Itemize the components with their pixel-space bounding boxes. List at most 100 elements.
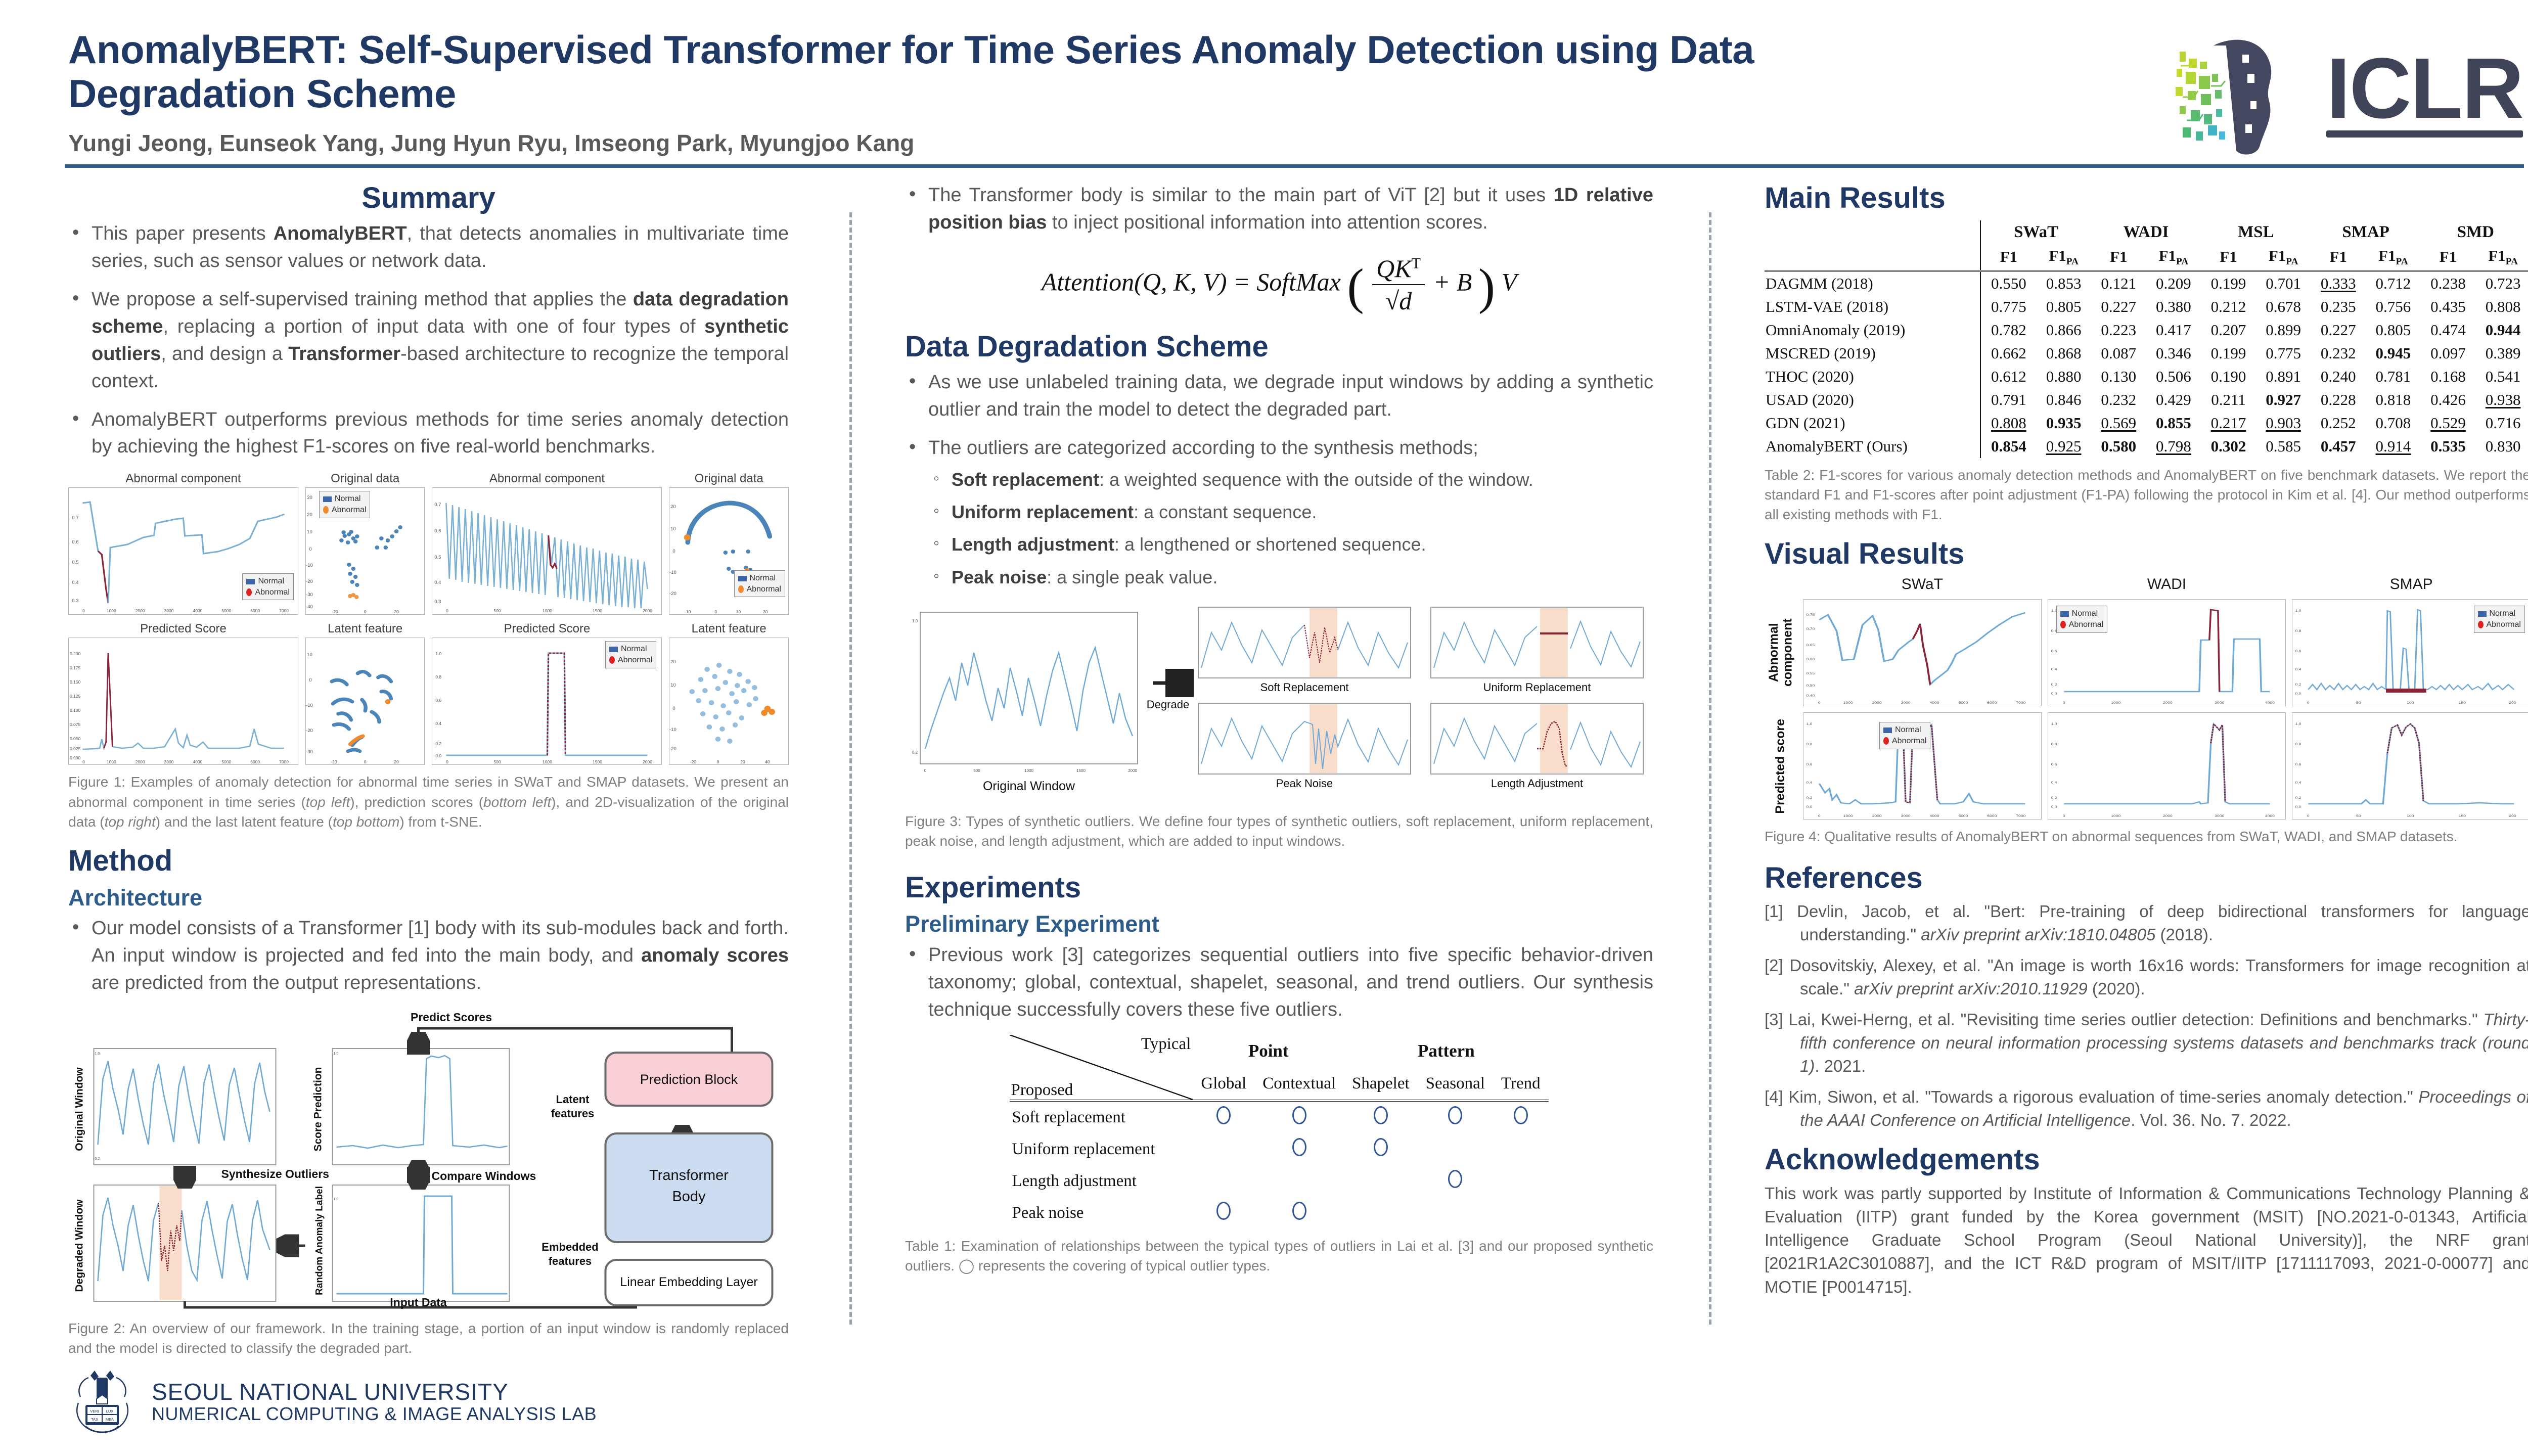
- snu-crest-icon: VERI LUX TAS MEA: [68, 1368, 137, 1436]
- legend-label-normal: Normal: [2071, 609, 2098, 618]
- svg-text:7000: 7000: [279, 609, 289, 614]
- svg-text:5000: 5000: [221, 760, 231, 765]
- svg-text:2000: 2000: [643, 760, 653, 765]
- table-row: Peak noise: [1010, 1197, 1548, 1229]
- table2-score-cell: 0.701: [2266, 274, 2301, 292]
- plot-f4-smap-abnormal: 1.0 0.8 0.6 0.4 0.2 0.0 0 50 100 150 200 Normal A…: [2292, 599, 2528, 707]
- svg-text:0.3: 0.3: [72, 599, 78, 604]
- label-linear-embedding-layer: Linear Embedding Layer: [620, 1275, 757, 1289]
- table1-cell: [1493, 1101, 1549, 1133]
- plot-abnormal-component-swat: 0.7 0.6 0.5 0.4 0.3 0 1000 2000 3000 4000 5000 …: [68, 487, 298, 615]
- svg-text:0.2: 0.2: [2051, 683, 2057, 687]
- svg-text:0.2: 0.2: [2295, 683, 2301, 687]
- table2-score-cell: 0.223: [2101, 321, 2137, 339]
- table2-score-cell: 0.097: [2430, 344, 2466, 362]
- reference-list: [1] Devlin, Jacob, et al. "Bert: Pre-tra…: [1765, 900, 2528, 1131]
- table1-cell: [1193, 1101, 1254, 1133]
- svg-text:0.8: 0.8: [1807, 743, 1813, 746]
- legend-swatch-abnormal: [1883, 737, 1889, 745]
- reference-item: [3] Lai, Kwei-Herng, et al. "Revisiting …: [1765, 1010, 2528, 1075]
- iclr-underline: [2326, 130, 2523, 138]
- reference-item: [4] Kim, Siwon, et al. "Towards a rigoro…: [1765, 1087, 2528, 1129]
- table2-score-cell: 0.775: [2266, 344, 2301, 362]
- svg-text:1.0: 1.0: [2295, 609, 2301, 613]
- table2-score-cell: 0.228: [2320, 390, 2356, 408]
- iclr-logo: ICLR: [2165, 30, 2524, 157]
- figure-3-caption: Figure 3: Types of synthetic outliers. W…: [905, 813, 1653, 849]
- svg-text:1000: 1000: [107, 609, 116, 614]
- svg-text:4000: 4000: [1930, 814, 1939, 818]
- svg-text:100: 100: [2407, 701, 2414, 705]
- legend-label-abnormal: Abnormal: [1892, 736, 1927, 745]
- svg-text:40: 40: [765, 760, 771, 765]
- svg-text:1000: 1000: [1843, 701, 1853, 705]
- svg-text:7000: 7000: [2016, 701, 2025, 705]
- table2-metric-row: F1 F1PA F1 F1PA F1 F1PA F1 F1PA F1 F1PA: [1765, 244, 2528, 271]
- subsection-heading-preliminary: Preliminary Experiment: [905, 911, 1159, 937]
- svg-text:0.4: 0.4: [2295, 668, 2301, 671]
- table2-method-name: AnomalyBERT (Ours): [1766, 437, 1908, 455]
- column-divider-2: [1709, 212, 1711, 1325]
- panel-title: Predicted Score: [504, 622, 591, 636]
- table2-score-cell: 0.585: [2266, 437, 2301, 455]
- svg-text:0.50: 0.50: [1807, 684, 1815, 688]
- svg-text:-20: -20: [690, 760, 697, 765]
- svg-text:Random Anomaly Label: Random Anomaly Label: [314, 1186, 325, 1295]
- table2-score-cell: 0.417: [2156, 321, 2191, 339]
- svg-text:500: 500: [494, 760, 501, 765]
- svg-text:Latent: Latent: [556, 1093, 590, 1106]
- legend-swatch-normal: [2060, 611, 2069, 617]
- formula-numerator: QK: [1376, 254, 1412, 283]
- table1-cell: [1193, 1165, 1254, 1197]
- svg-text:0.75: 0.75: [1807, 613, 1815, 617]
- table1-col-seasonal: Seasonal: [1425, 1074, 1485, 1093]
- legend-swatch-abnormal: [323, 506, 329, 514]
- table2-metric-header: F1: [1980, 244, 2037, 271]
- degradation-bullets: As we use unlabeled training data, we de…: [905, 368, 1653, 590]
- attention-formula: Attention(Q, K, V) = SoftMax ( QKT √d + …: [1041, 254, 1517, 315]
- table-row: GDN (2021) 0.808 0.935 0.569 0.855 0.217 0.903…: [1765, 411, 2528, 435]
- svg-text:20: 20: [671, 505, 676, 510]
- svg-text:0: 0: [446, 760, 449, 765]
- table2-score-cell: 0.805: [2046, 297, 2082, 315]
- svg-text:20: 20: [763, 610, 768, 615]
- table2-score-cell: 0.723: [2485, 274, 2521, 292]
- svg-text:20: 20: [671, 660, 676, 665]
- table2-dataset-header: SMAP: [2342, 222, 2389, 241]
- svg-text:150: 150: [2459, 701, 2466, 705]
- plot-predicted-score-swat: 0.200 0.175 0.150 0.125 0.100 0.075 0.050 0.0…: [68, 638, 298, 765]
- table-row: OmniAnomaly (2019) 0.782 0.866 0.223 0.417 0.…: [1765, 318, 2528, 342]
- legend-swatch-abnormal: [2060, 621, 2066, 629]
- table1-cell: [1493, 1133, 1549, 1165]
- table2-score-cell: 0.333: [2320, 274, 2356, 292]
- plot-predicted-score-smap: 1.0 0.8 0.6 0.4 0.2 0.0 0 500 1000 1500 2000 No…: [432, 638, 662, 765]
- table1-row-label: Uniform replacement: [1012, 1140, 1155, 1158]
- table2-score-cell: 0.775: [1980, 295, 2037, 318]
- panel-title: Predicted Score: [140, 622, 227, 636]
- table2-score-cell: 0.914: [2375, 437, 2411, 455]
- svg-text:0: 0: [309, 678, 311, 683]
- table2-score-cell: 0.227: [2101, 297, 2137, 315]
- formula-tail: V: [1501, 267, 1517, 296]
- svg-text:0.4: 0.4: [2295, 781, 2301, 785]
- svg-text:Transformer: Transformer: [649, 1167, 729, 1184]
- svg-text:1500: 1500: [1076, 768, 1086, 773]
- poster-header: AnomalyBERT: Self-Supervised Transformer…: [0, 0, 2528, 167]
- svg-text:0: 0: [1818, 814, 1821, 818]
- svg-text:0.2: 0.2: [2295, 796, 2301, 800]
- table2-score-cell: 0.211: [2211, 390, 2246, 408]
- panel-title: Latent feature: [328, 622, 403, 636]
- legend-swatch-abnormal: [738, 585, 744, 594]
- svg-text:2000: 2000: [2162, 814, 2172, 818]
- method-bullets: Our model consists of a Transformer [1] …: [68, 914, 789, 997]
- table2-score-cell: 0.217: [2210, 414, 2246, 432]
- degradation-sub-bullet: Length adjustment: a lengthened or short…: [928, 531, 1653, 557]
- svg-text:0.0: 0.0: [436, 754, 442, 759]
- table2-metric-header: F1: [2439, 248, 2457, 266]
- table2-score-cell: 0.716: [2485, 414, 2521, 432]
- table1-group-point: Point: [1248, 1041, 1289, 1061]
- svg-text:1.0: 1.0: [334, 1052, 339, 1056]
- table1-group-pattern: Pattern: [1417, 1041, 1475, 1061]
- table1-col-trend: Trend: [1501, 1074, 1541, 1093]
- svg-text:0.8: 0.8: [2051, 629, 2057, 633]
